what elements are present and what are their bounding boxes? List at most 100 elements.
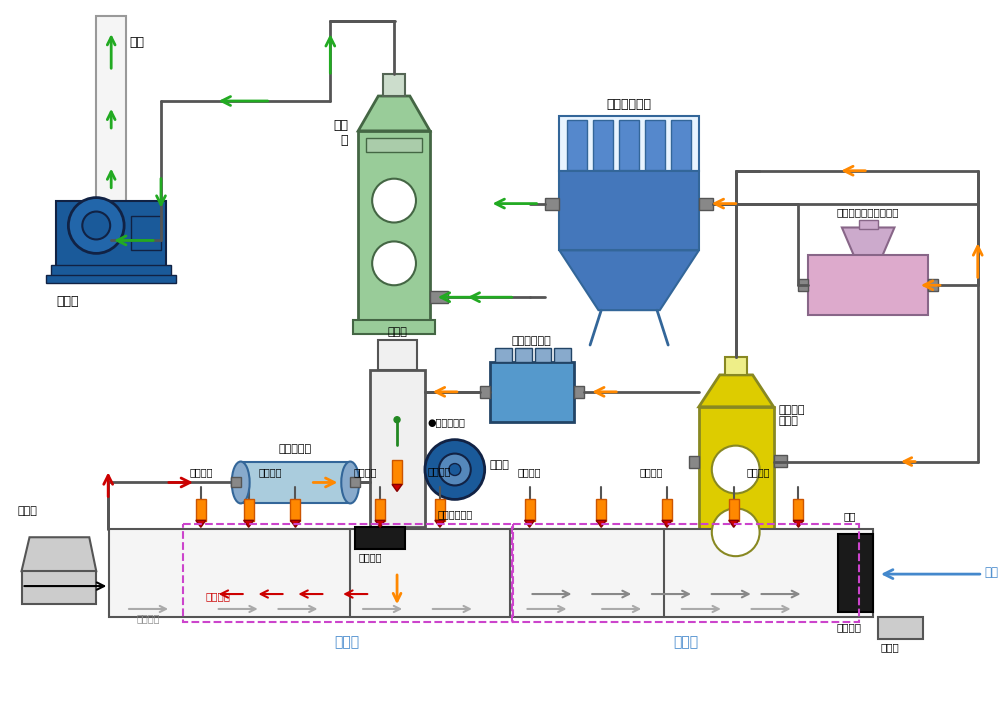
Text: 等离子枪: 等离子枪 xyxy=(259,468,282,477)
Bar xyxy=(725,357,748,375)
Bar xyxy=(383,74,404,96)
Bar xyxy=(560,171,699,250)
Circle shape xyxy=(372,179,416,222)
Bar xyxy=(694,566,779,580)
Circle shape xyxy=(68,198,124,253)
Text: 滤水、冷凝: 滤水、冷凝 xyxy=(279,444,312,454)
Bar xyxy=(494,348,512,362)
Text: 干燥区: 干燥区 xyxy=(334,635,359,649)
Text: 二燃室: 二燃室 xyxy=(387,327,407,337)
Bar xyxy=(434,499,444,522)
Bar xyxy=(513,524,859,622)
Bar xyxy=(799,279,809,291)
Bar xyxy=(243,499,253,522)
Bar xyxy=(240,461,350,503)
Text: 污泥方向: 污泥方向 xyxy=(136,613,159,623)
Bar xyxy=(22,571,96,604)
Bar xyxy=(46,275,176,283)
Bar xyxy=(96,16,126,200)
Text: 等离子枪: 等离子枪 xyxy=(747,468,771,477)
Text: 灰烬出口: 灰烬出口 xyxy=(358,552,381,562)
Circle shape xyxy=(394,416,400,423)
Bar xyxy=(109,529,873,617)
Text: 灰烬出口: 灰烬出口 xyxy=(836,622,861,632)
Polygon shape xyxy=(597,520,607,527)
Bar xyxy=(729,499,739,522)
Bar xyxy=(290,499,300,522)
Text: 灰烬: 灰烬 xyxy=(843,511,856,522)
Polygon shape xyxy=(729,520,739,527)
Text: 除酸
塔: 除酸 塔 xyxy=(333,119,348,147)
Polygon shape xyxy=(375,520,385,527)
Bar xyxy=(555,348,572,362)
Bar xyxy=(560,116,699,171)
Bar xyxy=(378,340,417,370)
Bar xyxy=(645,120,665,170)
Bar xyxy=(183,524,512,622)
Bar xyxy=(594,120,614,170)
Bar xyxy=(375,499,385,522)
Bar xyxy=(535,348,552,362)
Text: 等离子枪: 等离子枪 xyxy=(518,468,542,477)
Text: 补风机: 补风机 xyxy=(489,460,510,470)
Bar xyxy=(699,198,713,210)
Bar xyxy=(689,456,699,468)
Text: 二燃室通风口: 二燃室通风口 xyxy=(437,510,472,519)
Text: ●温度传感器: ●温度传感器 xyxy=(428,416,465,427)
Bar xyxy=(546,198,560,210)
Bar xyxy=(662,499,672,522)
Polygon shape xyxy=(560,250,699,310)
Polygon shape xyxy=(434,520,444,527)
Bar xyxy=(794,499,804,522)
Bar xyxy=(928,279,938,291)
Circle shape xyxy=(82,212,110,240)
Bar xyxy=(358,131,429,325)
Circle shape xyxy=(448,463,460,475)
Polygon shape xyxy=(22,537,96,571)
Bar xyxy=(350,477,360,487)
Bar xyxy=(131,215,161,250)
Text: 引风机: 引风机 xyxy=(56,295,79,308)
Bar xyxy=(196,499,206,522)
Circle shape xyxy=(372,241,416,285)
Text: 空气: 空气 xyxy=(985,566,999,578)
Text: 等离子枪: 等离子枪 xyxy=(640,468,663,477)
Bar xyxy=(429,291,447,304)
Polygon shape xyxy=(243,520,253,527)
Bar xyxy=(515,348,532,362)
Text: 控制阀: 控制阀 xyxy=(880,642,899,652)
Bar xyxy=(568,120,588,170)
Bar xyxy=(597,499,607,522)
Circle shape xyxy=(712,446,760,494)
Polygon shape xyxy=(358,96,429,131)
Bar xyxy=(620,120,639,170)
Polygon shape xyxy=(196,520,206,527)
Polygon shape xyxy=(392,484,402,491)
Text: 排放: 排放 xyxy=(129,36,144,49)
Bar xyxy=(525,499,535,522)
Text: 余热回收装置: 余热回收装置 xyxy=(512,336,552,346)
Ellipse shape xyxy=(341,461,359,503)
Bar xyxy=(370,370,425,527)
Bar xyxy=(774,454,788,467)
Polygon shape xyxy=(290,520,300,527)
Text: 等离子枪: 等离子枪 xyxy=(428,467,451,477)
Polygon shape xyxy=(525,520,535,527)
Polygon shape xyxy=(699,375,774,407)
Bar xyxy=(489,362,575,422)
Bar xyxy=(575,386,585,397)
Polygon shape xyxy=(794,520,804,527)
Text: 等离子枪: 等离子枪 xyxy=(189,468,212,477)
Polygon shape xyxy=(842,228,895,255)
Ellipse shape xyxy=(231,461,249,503)
Text: 焚烧区: 焚烧区 xyxy=(674,635,699,649)
Bar xyxy=(671,120,691,170)
Bar xyxy=(353,320,434,334)
Text: 等离子枪: 等离子枪 xyxy=(353,468,377,477)
Text: 气体方向: 气体方向 xyxy=(206,591,231,601)
Circle shape xyxy=(712,508,760,556)
Text: 进料口: 进料口 xyxy=(18,506,37,517)
Bar xyxy=(56,200,166,271)
Bar xyxy=(809,255,928,315)
Bar xyxy=(479,386,489,397)
